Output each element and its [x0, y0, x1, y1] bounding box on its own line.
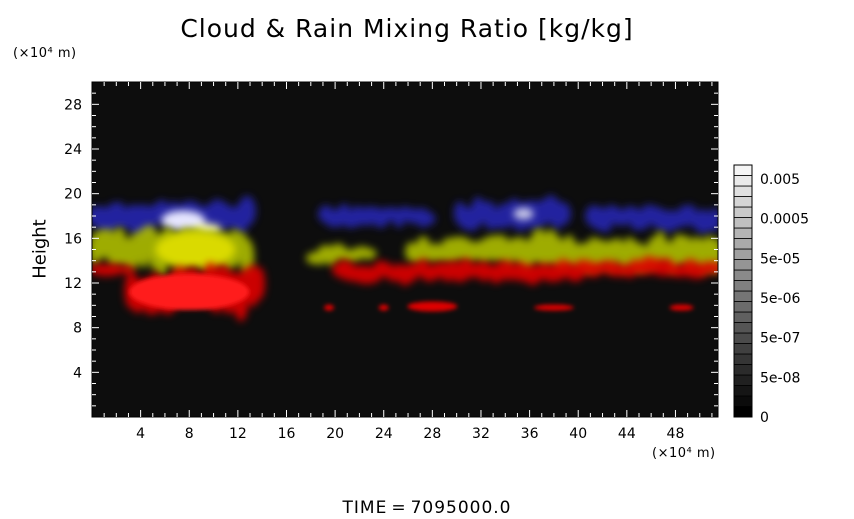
- x-tick-label: 4: [136, 426, 145, 442]
- x-tick-label: 36: [521, 426, 539, 442]
- field-mid-core: [155, 231, 236, 268]
- y-tick-label: 4: [73, 365, 82, 381]
- time-label: TIME: [342, 498, 388, 518]
- colorbar-swatch: [733, 269, 753, 281]
- colorbar-label: 0: [760, 410, 769, 426]
- colorbar-swatch: [733, 238, 753, 250]
- field-layer: [92, 194, 718, 322]
- colorbar-swatch: [733, 311, 753, 323]
- y-tick-label: 8: [73, 321, 82, 337]
- y-tick-label: 12: [64, 276, 82, 292]
- x-tick-label: 20: [326, 426, 344, 442]
- colorbar-swatch: [733, 248, 753, 260]
- field-rain-core: [129, 273, 694, 312]
- x-tick-label: 44: [618, 426, 636, 442]
- colorbar-swatch: [733, 364, 753, 376]
- colorbar-swatch: [733, 301, 753, 313]
- time-readout: TIME = 7095000.0: [342, 498, 512, 518]
- colorbar-label: 5e-08: [760, 370, 800, 386]
- colorbar-swatch: [733, 353, 753, 365]
- colorbar-frame: [733, 164, 753, 418]
- colorbar-swatch: [733, 374, 753, 386]
- colorbar-label: 5e-05: [760, 251, 800, 267]
- colorbar-swatch: [733, 406, 753, 418]
- y-tick-label: 20: [64, 187, 82, 203]
- colorbar-swatch: [733, 332, 753, 344]
- colorbar-swatch: [733, 385, 753, 397]
- y-tick-label: 24: [64, 142, 82, 158]
- colorbar-swatch: [733, 343, 753, 355]
- colorbar-swatch: [733, 164, 753, 176]
- colorbar-label: 0.0005: [760, 212, 809, 228]
- x-axis-unit: (×10⁴ m): [652, 446, 716, 461]
- x-tick-label: 8: [185, 426, 194, 442]
- x-tick-label: 24: [375, 426, 393, 442]
- x-tick-label: 12: [229, 426, 247, 442]
- colorbar-swatch: [733, 217, 753, 229]
- x-tick-label: 40: [569, 426, 587, 442]
- y-tick-label: 16: [64, 231, 82, 247]
- colorbar-swatch: [733, 280, 753, 292]
- colorbar-label: 0.005: [760, 172, 800, 188]
- colorbar-swatch: [733, 185, 753, 197]
- y-axis: 4 8 12 16 20 24 28: [64, 92, 718, 407]
- x-axis: 4 8 12 16 20 24 28 32 36 40 44 48: [103, 82, 713, 442]
- x-tick-label: 28: [423, 426, 441, 442]
- y-tick-label: 28: [64, 97, 82, 113]
- x-tick-label: 48: [667, 426, 685, 442]
- colorbar: 0.005 0.0005 5e-05 5e-06 5e-07 5e-08 0: [733, 164, 809, 426]
- colorbar-swatch: [733, 227, 753, 239]
- chart-title: Cloud & Rain Mixing Ratio [kg/kg]: [180, 14, 634, 43]
- colorbar-label: 5e-07: [760, 331, 800, 347]
- colorbar-swatch: [733, 206, 753, 218]
- colorbar-swatch: [733, 290, 753, 302]
- x-tick-label: 32: [472, 426, 490, 442]
- colorbar-swatch: [733, 395, 753, 407]
- colorbar-swatch: [733, 259, 753, 271]
- y-axis-unit: (×10⁴ m): [13, 46, 77, 61]
- time-value: 7095000.0: [410, 498, 512, 518]
- colorbar-swatch: [733, 175, 753, 187]
- colorbar-swatch: [733, 196, 753, 208]
- x-tick-label: 16: [278, 426, 296, 442]
- colorbar-swatch: [733, 322, 753, 334]
- colorbar-label: 5e-06: [760, 291, 800, 307]
